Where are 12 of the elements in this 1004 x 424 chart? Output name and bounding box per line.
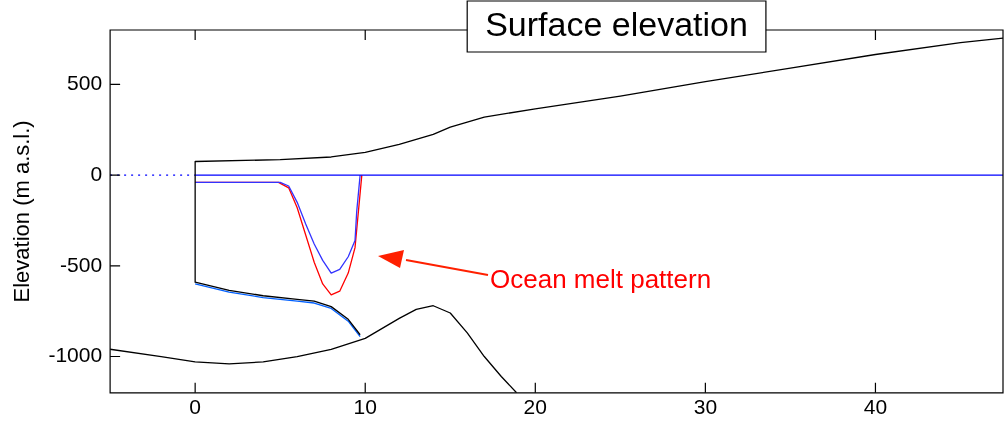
y-axis-title: Elevation (m a.s.l.): [9, 120, 35, 303]
y-tick-label: -500: [60, 252, 103, 276]
x-tick-label: 0: [189, 395, 201, 419]
x-tick-label: 30: [693, 395, 718, 419]
y-tick-label: -1000: [48, 343, 103, 367]
x-tick-label: 10: [353, 395, 377, 419]
x-tick-label: 40: [863, 395, 888, 419]
y-tick-label: 0: [90, 161, 103, 185]
y-tick-label: 500: [67, 71, 103, 95]
annotation: Ocean melt pattern: [490, 264, 712, 295]
x-tick-label: 20: [523, 395, 547, 419]
chart-title: Surface elevation: [485, 5, 748, 44]
